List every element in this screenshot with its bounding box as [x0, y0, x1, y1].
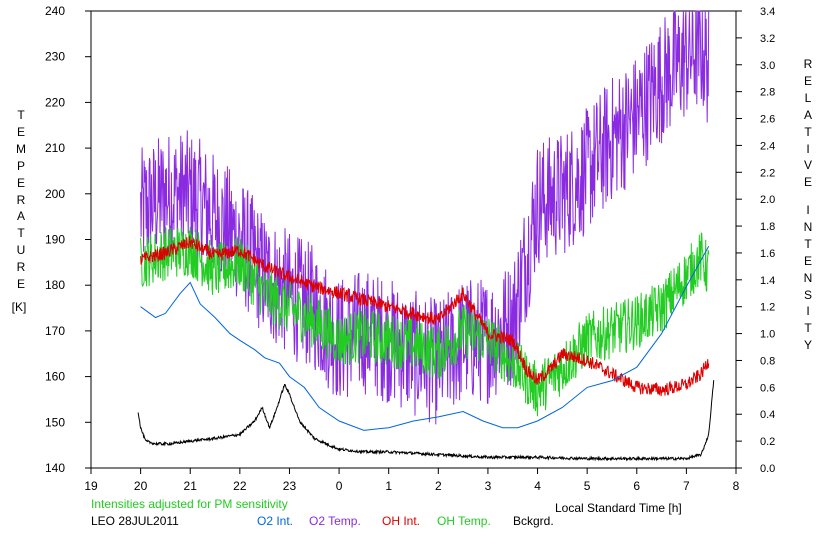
x-tick-label: 8 [733, 479, 740, 493]
right-tick-label: 2.0 [760, 194, 775, 206]
axis-label-letter: P [16, 158, 25, 173]
axis-label-letter: Y [803, 338, 812, 353]
legend-bckgrd: Bckgrd. [513, 514, 554, 528]
right-tick-label: 0.8 [760, 355, 775, 367]
axis-label-letter: E [16, 124, 25, 139]
legend-o2-temp: O2 Temp. [309, 514, 361, 528]
axis-label-letter: E [16, 277, 25, 292]
axis-label-letter: A [803, 107, 812, 122]
axis-label-letter: M [16, 141, 26, 156]
x-tick-label: 20 [134, 479, 148, 493]
axis-label-letter: I [806, 141, 810, 156]
x-tick-label: 7 [683, 479, 690, 493]
axis-label-letter: T [804, 236, 812, 251]
series-line-bckgrd [137, 380, 715, 462]
x-tick-label: 4 [534, 479, 541, 493]
left-tick-label: 190 [45, 233, 65, 247]
x-tick-label: 22 [233, 479, 247, 493]
series-layer [137, 10, 715, 462]
axis-label-letter: T [804, 321, 812, 336]
right-tick-label: 2.4 [760, 140, 775, 152]
axis-label-letter: R [16, 192, 26, 207]
axis-label-letter: S [803, 287, 812, 302]
axis-label-letter: R [803, 57, 813, 71]
axis-label-letter: T [804, 124, 812, 139]
axis-label-letter: N [803, 270, 813, 285]
axis-label-letter: L [804, 90, 812, 105]
axis-label-letter: E [803, 73, 812, 88]
left-tick-label: 170 [45, 324, 65, 338]
axis-label-letter: I [806, 304, 810, 319]
left-tick-label: 160 [45, 370, 65, 384]
axis-label-letter: E [803, 253, 812, 268]
left-tick-label: 220 [45, 95, 65, 109]
right-tick-label: 2.2 [760, 167, 775, 179]
left-axis-unit: [K] [11, 300, 27, 314]
axis-label-letter: U [16, 243, 26, 258]
legend-oh-temp: OH Temp. [437, 514, 491, 528]
right-tick-label: 1.6 [760, 248, 775, 260]
x-tick-label: 6 [633, 479, 640, 493]
right-tick-label: 1.0 [760, 329, 775, 341]
axis-label-letter: A [16, 209, 25, 224]
axis-label-letter: T [17, 226, 25, 241]
x-axis-label: Local Standard Time [h] [555, 501, 682, 515]
axis-label-letter: E [803, 175, 812, 190]
series-line-o2-int [140, 245, 710, 431]
note-text: Intensities adjusted for PM sensitivity [91, 497, 288, 511]
axis-label-letter: V [803, 158, 812, 173]
right-tick-label: 2.8 [760, 87, 775, 99]
left-tick-label: 180 [45, 278, 65, 292]
left-tick-label: 240 [45, 4, 65, 18]
right-tick-label: 0.6 [760, 382, 775, 394]
x-tick-label: 19 [84, 479, 98, 493]
right-tick-label: 2.6 [760, 114, 775, 126]
axis-label-letter: N [803, 219, 813, 234]
series-line-o2-temp [140, 10, 710, 425]
left-tick-label: 210 [45, 141, 65, 155]
axis-label-letter: R [16, 260, 26, 275]
left-tick-label: 230 [45, 50, 65, 64]
x-tick-label: 23 [283, 479, 297, 493]
right-tick-label: 0.0 [760, 463, 775, 475]
x-tick-label: 2 [435, 479, 442, 493]
right-tick-label: 1.4 [760, 275, 775, 287]
x-tick-label: 1 [385, 479, 392, 493]
right-tick-label: 3.4 [760, 6, 775, 18]
series-line-oh-temp [140, 226, 710, 417]
right-tick-label: 3.2 [760, 33, 775, 45]
left-tick-label: 140 [45, 461, 65, 475]
right-tick-label: 1.2 [760, 302, 775, 314]
x-tick-label: 21 [184, 479, 198, 493]
x-tick-label: 3 [485, 479, 492, 493]
axis-label-letter: E [16, 175, 25, 190]
left-tick-label: 200 [45, 187, 65, 201]
right-tick-label: 0.4 [760, 409, 775, 421]
legend-oh-int: OH Int. [382, 514, 421, 528]
legend-o2-int: O2 Int. [257, 514, 294, 528]
x-tick-label: 0 [336, 479, 343, 493]
right-tick-label: 1.8 [760, 221, 775, 233]
left-tick-label: 150 [45, 415, 65, 429]
axis-label-letter: I [806, 203, 810, 217]
series-line-oh-int [140, 235, 710, 397]
axis-layer: 19 20 21 22 23 0 1 2 3 4 5 6 7 8140150160170180190200… [45, 4, 775, 493]
x-tick-label: 5 [584, 479, 591, 493]
right-tick-label: 3.0 [760, 60, 775, 72]
axis-label-letter: T [17, 108, 25, 122]
right-tick-label: 0.2 [760, 436, 775, 448]
station-text: LEO 28JUL2011 [91, 514, 179, 528]
